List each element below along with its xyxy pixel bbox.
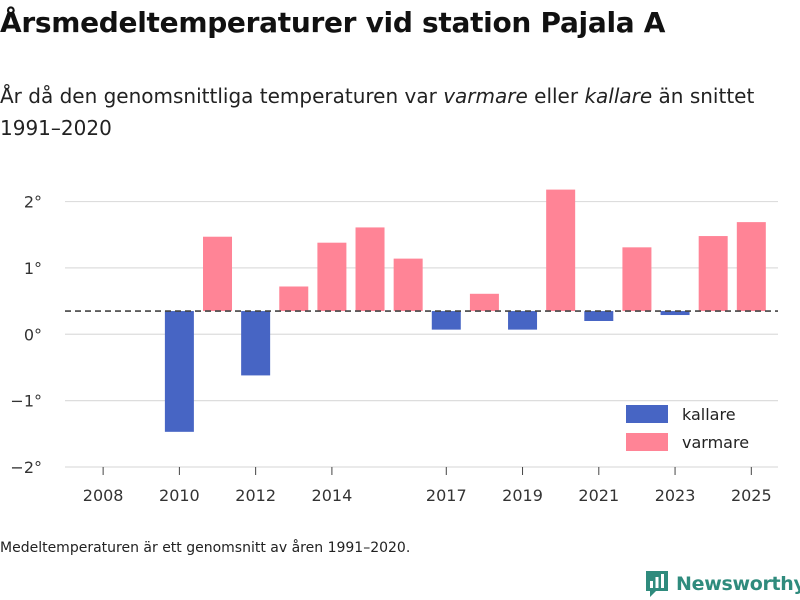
bar-varmare bbox=[203, 236, 233, 312]
x-tick-label: 2023 bbox=[655, 486, 696, 505]
y-tick-label: 2° bbox=[24, 193, 42, 212]
footnote: Medeltemperaturen är ett genomsnitt av å… bbox=[0, 540, 411, 556]
y-tick-label: 0° bbox=[24, 325, 42, 344]
axis-labels: 2° 1° 0° −1° −2° 2008 2010 2012 2014 2017 2019 2021… bbox=[10, 193, 771, 505]
bar-kallare bbox=[164, 311, 194, 432]
brand-name: Newsworthy bbox=[676, 573, 800, 595]
bar-varmare bbox=[393, 258, 423, 312]
x-tick-label: 2025 bbox=[731, 486, 772, 505]
bar-varmare bbox=[317, 242, 347, 312]
legend-swatch-varmare bbox=[626, 433, 668, 451]
bar-varmare bbox=[622, 247, 652, 312]
temperature-bar-chart: 2° 1° 0° −1° −2° 2008 2010 2012 2014 2017 2019 2021… bbox=[10, 189, 778, 505]
bar-varmare bbox=[698, 236, 728, 312]
chart-title: Årsmedeltemperaturer vid station Pajala … bbox=[0, 6, 666, 39]
newsworthy-logo: Newsworthy bbox=[644, 568, 800, 600]
x-tick-label: 2021 bbox=[578, 486, 619, 505]
legend-swatch-kallare bbox=[626, 405, 668, 423]
subtitle-part-1: År då den genomsnittliga temperaturen va… bbox=[0, 84, 444, 108]
y-tick-label: 1° bbox=[24, 259, 42, 278]
bar-varmare bbox=[355, 227, 385, 312]
bars bbox=[164, 189, 766, 432]
bar-kallare bbox=[241, 311, 271, 376]
bar-kallare bbox=[584, 311, 614, 321]
subtitle-part-2: eller bbox=[527, 84, 585, 108]
x-tick-label: 2017 bbox=[426, 486, 467, 505]
chart-subtitle: År då den genomsnittliga temperaturen va… bbox=[0, 80, 790, 144]
y-tick-label: −1° bbox=[10, 392, 42, 411]
x-tick-label: 2008 bbox=[83, 486, 124, 505]
newsworthy-logo-icon bbox=[646, 571, 668, 597]
x-tick-label: 2014 bbox=[312, 486, 353, 505]
legend-label-kallare: kallare bbox=[682, 405, 736, 424]
y-tick-label: −2° bbox=[10, 458, 42, 477]
x-tick-label: 2010 bbox=[159, 486, 200, 505]
bar-varmare bbox=[736, 222, 766, 312]
legend: kallare varmare bbox=[626, 405, 749, 452]
bar-varmare bbox=[279, 286, 309, 312]
bar-kallare bbox=[508, 311, 538, 330]
x-tick-label: 2012 bbox=[235, 486, 276, 505]
x-tick-label: 2019 bbox=[502, 486, 543, 505]
bar-kallare bbox=[431, 311, 461, 330]
subtitle-cold-word: kallare bbox=[584, 84, 653, 108]
bar-varmare bbox=[469, 293, 499, 312]
bar-varmare bbox=[546, 189, 576, 312]
bar-kallare bbox=[660, 311, 690, 316]
subtitle-warm-word: varmare bbox=[443, 84, 528, 108]
legend-label-varmare: varmare bbox=[682, 433, 749, 452]
subtitle-part-3: än snittet 1991–2020 bbox=[0, 84, 755, 140]
